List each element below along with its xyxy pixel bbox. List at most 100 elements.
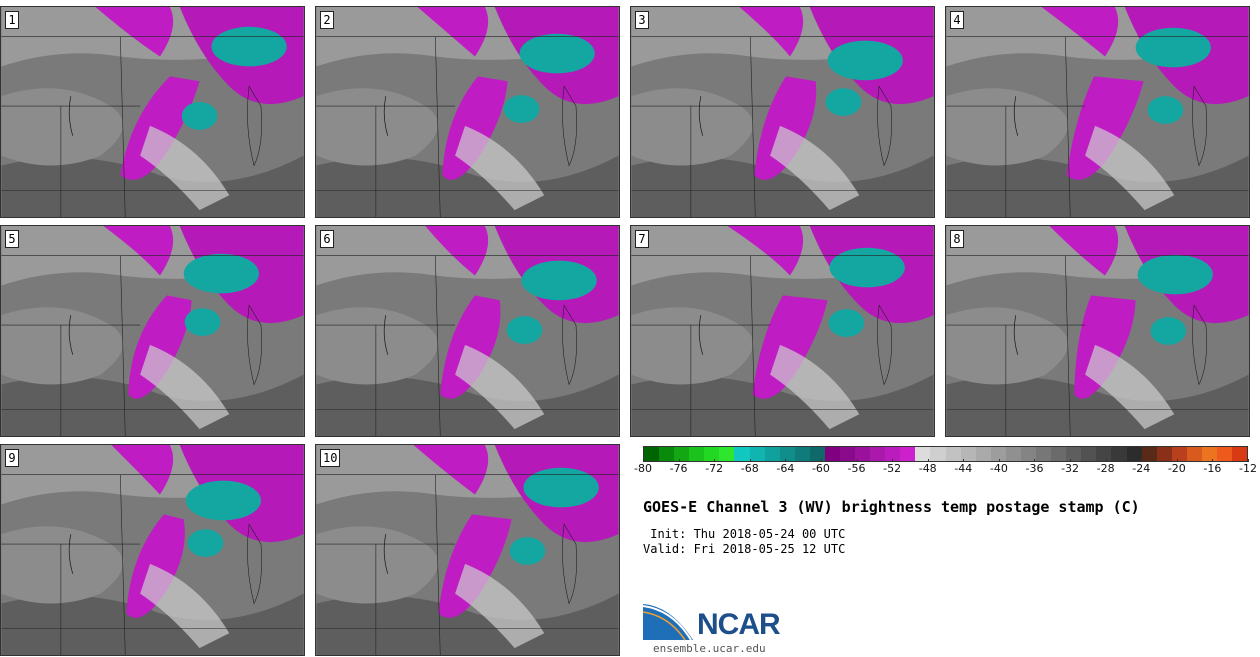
lake-outline <box>877 304 892 386</box>
colorbar-swatch <box>1096 447 1112 461</box>
colorbar-swatch <box>1051 447 1067 461</box>
colorbar-swatch <box>674 447 690 461</box>
dry-band-south <box>316 593 619 655</box>
panel-number-label: 1 <box>5 11 19 29</box>
postage-stamp-panel-2: 2 <box>315 6 620 218</box>
moisture-plume-north <box>727 226 804 276</box>
ncar-logo-icon <box>643 604 693 641</box>
moisture-plume-north <box>1041 7 1119 57</box>
moisture-plume-north <box>413 445 489 495</box>
colorbar-swatch <box>734 447 750 461</box>
cold-cloud-top <box>211 26 287 67</box>
river-outline <box>383 534 389 574</box>
colorbar-swatch <box>945 447 961 461</box>
colorbar-swatch <box>960 447 976 461</box>
colorbar <box>643 446 1248 462</box>
mid-band <box>631 307 754 385</box>
colorbar-tick-label: -52 <box>883 459 902 475</box>
lake-outline <box>562 523 577 605</box>
colorbar-swatch <box>1186 447 1202 461</box>
colorbar-ticks: -80 -76 -72 -68 -64 -60 -56 -52 -48 -44 -40 -36 -32-… <box>634 459 1257 482</box>
postage-stamp-panel-3: 3 <box>630 6 935 218</box>
river-outline <box>68 534 74 574</box>
colorbar-swatch <box>885 447 901 461</box>
panel-number-label: 2 <box>320 11 334 29</box>
cold-cloud-top <box>827 40 903 81</box>
site-url[interactable]: ensemble.ucar.edu <box>653 642 766 655</box>
moisture-plume-north <box>111 445 174 495</box>
water-vapor-map <box>946 7 1249 217</box>
ncar-logo-text: NCAR <box>697 608 781 641</box>
river-outline <box>1013 315 1019 355</box>
colorbar-swatch <box>779 447 795 461</box>
colorbar-swatch <box>1216 447 1233 461</box>
colorbar-tick-label: -68 <box>740 459 759 475</box>
lake-outline <box>247 304 262 386</box>
colorbar-swatch <box>930 447 946 461</box>
lake-outline <box>562 304 577 386</box>
moisture-plume-north <box>1049 226 1119 276</box>
moist-fringe <box>770 125 860 211</box>
river-outline <box>383 96 389 136</box>
colorbar-tick-label: -72 <box>705 459 724 475</box>
cold-cloud-top <box>506 316 543 344</box>
panel-number-label: 4 <box>950 11 964 29</box>
colorbar-swatch <box>855 447 871 461</box>
postage-stamp-panel-8: 8 <box>945 225 1250 437</box>
cold-cloud-top <box>181 102 218 130</box>
water-vapor-map <box>316 445 619 655</box>
water-vapor-map <box>631 226 934 436</box>
colorbar-tick-label: -24 <box>1132 459 1151 475</box>
dry-band-south <box>316 155 619 217</box>
colorbar-swatch <box>1232 447 1248 461</box>
colorbar-tick-label: -36 <box>1025 459 1044 475</box>
river-outline <box>1013 96 1019 136</box>
panel-number-label: 9 <box>5 449 19 467</box>
cold-cloud-top <box>184 308 221 336</box>
colorbar-swatch <box>824 447 841 461</box>
colorbar-swatch <box>749 447 765 461</box>
water-vapor-map <box>316 226 619 436</box>
colorbar-tick-label: -16 <box>1203 459 1222 475</box>
colorbar-swatch <box>1005 447 1021 461</box>
cold-cloud-top <box>183 253 259 294</box>
moist-fringe <box>140 344 230 430</box>
colorbar-tick-label: -60 <box>811 459 830 475</box>
moisture-plume-north <box>739 7 804 57</box>
moisture-band <box>120 76 200 180</box>
panel-number-label: 10 <box>320 449 341 467</box>
state-borders <box>631 36 934 217</box>
colorbar-swatch <box>1036 447 1052 461</box>
init-time: Init: Thu 2018-05-24 00 UTC <box>643 527 846 541</box>
colorbar-tick-label: -20 <box>1167 459 1186 475</box>
state-borders <box>316 36 619 217</box>
colorbar-tick-label: -44 <box>954 459 973 475</box>
moist-fringe <box>455 125 545 211</box>
mid-band <box>316 88 439 166</box>
cold-cloud-top <box>1147 96 1184 124</box>
panel-number-label: 7 <box>635 230 649 248</box>
state-borders <box>631 255 934 436</box>
state-borders <box>316 474 619 655</box>
river-outline <box>68 96 74 136</box>
state-borders <box>1 474 304 655</box>
colorbar-swatch <box>870 447 886 461</box>
lake-outline <box>247 85 262 167</box>
moist-fringe <box>140 563 230 649</box>
colorbar-swatch <box>659 447 675 461</box>
cold-cloud-top <box>825 88 862 116</box>
state-borders <box>946 36 1249 217</box>
colorbar-swatch <box>1066 447 1082 461</box>
lake-outline <box>1192 85 1207 167</box>
mid-band <box>1 526 124 604</box>
lake-outline <box>247 523 262 605</box>
dry-band-south <box>1 374 304 436</box>
water-vapor-map <box>316 7 619 217</box>
colorbar-swatch <box>900 447 916 461</box>
mid-band <box>946 307 1069 385</box>
moisture-plume-north <box>417 7 489 57</box>
colorbar-swatch <box>840 447 856 461</box>
cold-cloud-top <box>509 537 546 565</box>
cold-cloud-top <box>523 467 599 508</box>
colorbar-tick-label: -76 <box>669 459 688 475</box>
